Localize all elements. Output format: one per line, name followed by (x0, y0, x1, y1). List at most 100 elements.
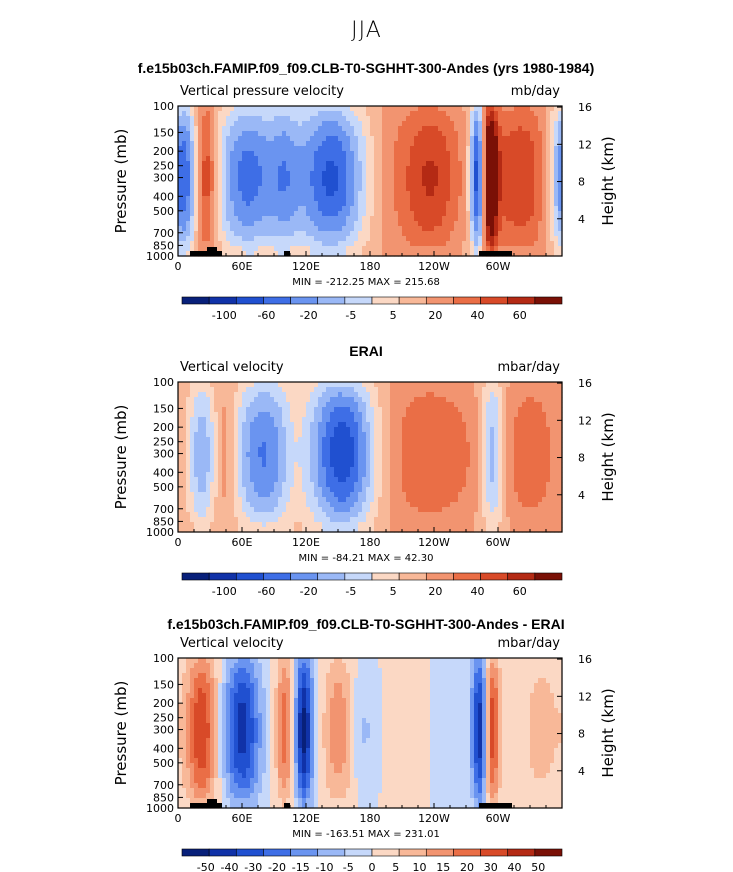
heatmap-cell (430, 146, 435, 152)
heatmap-cell (278, 477, 283, 483)
heatmap-cell (466, 171, 471, 177)
x-tick-label: 0 (175, 260, 182, 273)
heatmap-cell (382, 387, 387, 393)
heatmap-cell (422, 206, 427, 212)
heatmap-cell (222, 522, 227, 528)
heatmap-cell (506, 156, 511, 162)
heatmap-cell (358, 442, 363, 448)
heatmap-cell (546, 171, 551, 177)
heatmap-cell (314, 156, 319, 162)
heatmap-cell (242, 527, 247, 533)
heatmap-cell (238, 422, 243, 428)
heatmap-cell (318, 116, 323, 122)
heatmap-cell (438, 236, 443, 242)
heatmap-cell (402, 181, 407, 187)
heatmap-cell (454, 121, 459, 127)
heatmap-cell (186, 417, 191, 423)
heatmap-cell (426, 141, 431, 147)
heatmap-cell (534, 181, 539, 187)
heatmap-cell (426, 166, 431, 172)
heatmap-cell (402, 231, 407, 237)
heatmap-cell (430, 161, 435, 167)
heatmap-cell (430, 402, 435, 408)
heatmap-cell (326, 482, 331, 488)
heatmap-cell (558, 186, 563, 192)
heatmap-cell (318, 407, 323, 413)
heatmap-cell (506, 141, 511, 147)
heatmap-cell (286, 176, 291, 182)
heatmap-cell (422, 116, 427, 122)
heatmap-cell (190, 462, 195, 468)
heatmap-cell (546, 176, 551, 182)
heatmap-cell (270, 231, 275, 237)
heatmap-cell (406, 452, 411, 458)
heatmap-cell (430, 477, 435, 483)
heatmap-cell (514, 146, 519, 152)
heatmap-cell (186, 402, 191, 408)
heatmap-cell (222, 472, 227, 478)
heatmap-cell (378, 457, 383, 463)
heatmap-cell (310, 512, 315, 518)
heatmap-cell (274, 171, 279, 177)
heatmap-cell (322, 171, 327, 177)
heatmap-cell (526, 136, 531, 142)
heatmap-cell (422, 151, 427, 157)
heatmap-cell (218, 457, 223, 463)
heatmap-cell (514, 211, 519, 217)
heatmap-cell (474, 146, 479, 152)
heatmap-cell (210, 131, 215, 137)
heatmap-cell (306, 397, 311, 403)
heatmap-cell (214, 191, 219, 197)
heatmap-cell (226, 487, 231, 493)
heatmap-cell (446, 417, 451, 423)
heatmap-cell (186, 427, 191, 433)
heatmap-cell (306, 121, 311, 127)
heatmap-cell (318, 111, 323, 117)
heatmap-cell (402, 442, 407, 448)
heatmap-cell (318, 397, 323, 403)
heatmap-cell (506, 221, 511, 227)
heatmap-cell (290, 146, 295, 152)
heatmap-cell (414, 467, 419, 473)
heatmap-cell (198, 221, 203, 227)
heatmap-cell (242, 392, 247, 398)
heatmap-cell (386, 156, 391, 162)
heatmap-cell (298, 171, 303, 177)
heatmap-cell (210, 457, 215, 463)
heatmap-cell (390, 507, 395, 513)
heatmap-cell (398, 201, 403, 207)
heatmap-cell (394, 106, 399, 112)
heatmap-cell (198, 527, 203, 533)
heatmap-cell (262, 211, 267, 217)
heatmap-cell (230, 422, 235, 428)
heatmap-cell (490, 196, 495, 202)
heatmap-cell (278, 136, 283, 142)
heatmap-cell (430, 437, 435, 443)
heatmap-cell (198, 472, 203, 478)
heatmap-cell (186, 146, 191, 152)
heatmap-cell (390, 176, 395, 182)
heatmap-cell (210, 507, 215, 513)
heatmap-cell (322, 106, 327, 112)
heatmap-cell (222, 126, 227, 132)
heatmap-cell (386, 392, 391, 398)
heatmap-cell (314, 427, 319, 433)
heatmap-cell (198, 447, 203, 453)
heatmap-cell (310, 196, 315, 202)
heatmap-cell (334, 402, 339, 408)
heatmap-cell (286, 146, 291, 152)
heatmap-cell (354, 477, 359, 483)
heatmap-cell (498, 151, 503, 157)
heatmap-cell (246, 246, 251, 252)
heatmap-cell (446, 116, 451, 122)
heatmap-cell (390, 487, 395, 493)
heatmap-cell (238, 527, 243, 533)
heatmap-cell (202, 407, 207, 413)
heatmap-cell (234, 206, 239, 212)
heatmap-cell (414, 186, 419, 192)
heatmap-cell (462, 146, 467, 152)
heatmap-cell (322, 211, 327, 217)
heatmap-cell (414, 492, 419, 498)
heatmap-cell (346, 206, 351, 212)
heatmap-cell (302, 507, 307, 513)
